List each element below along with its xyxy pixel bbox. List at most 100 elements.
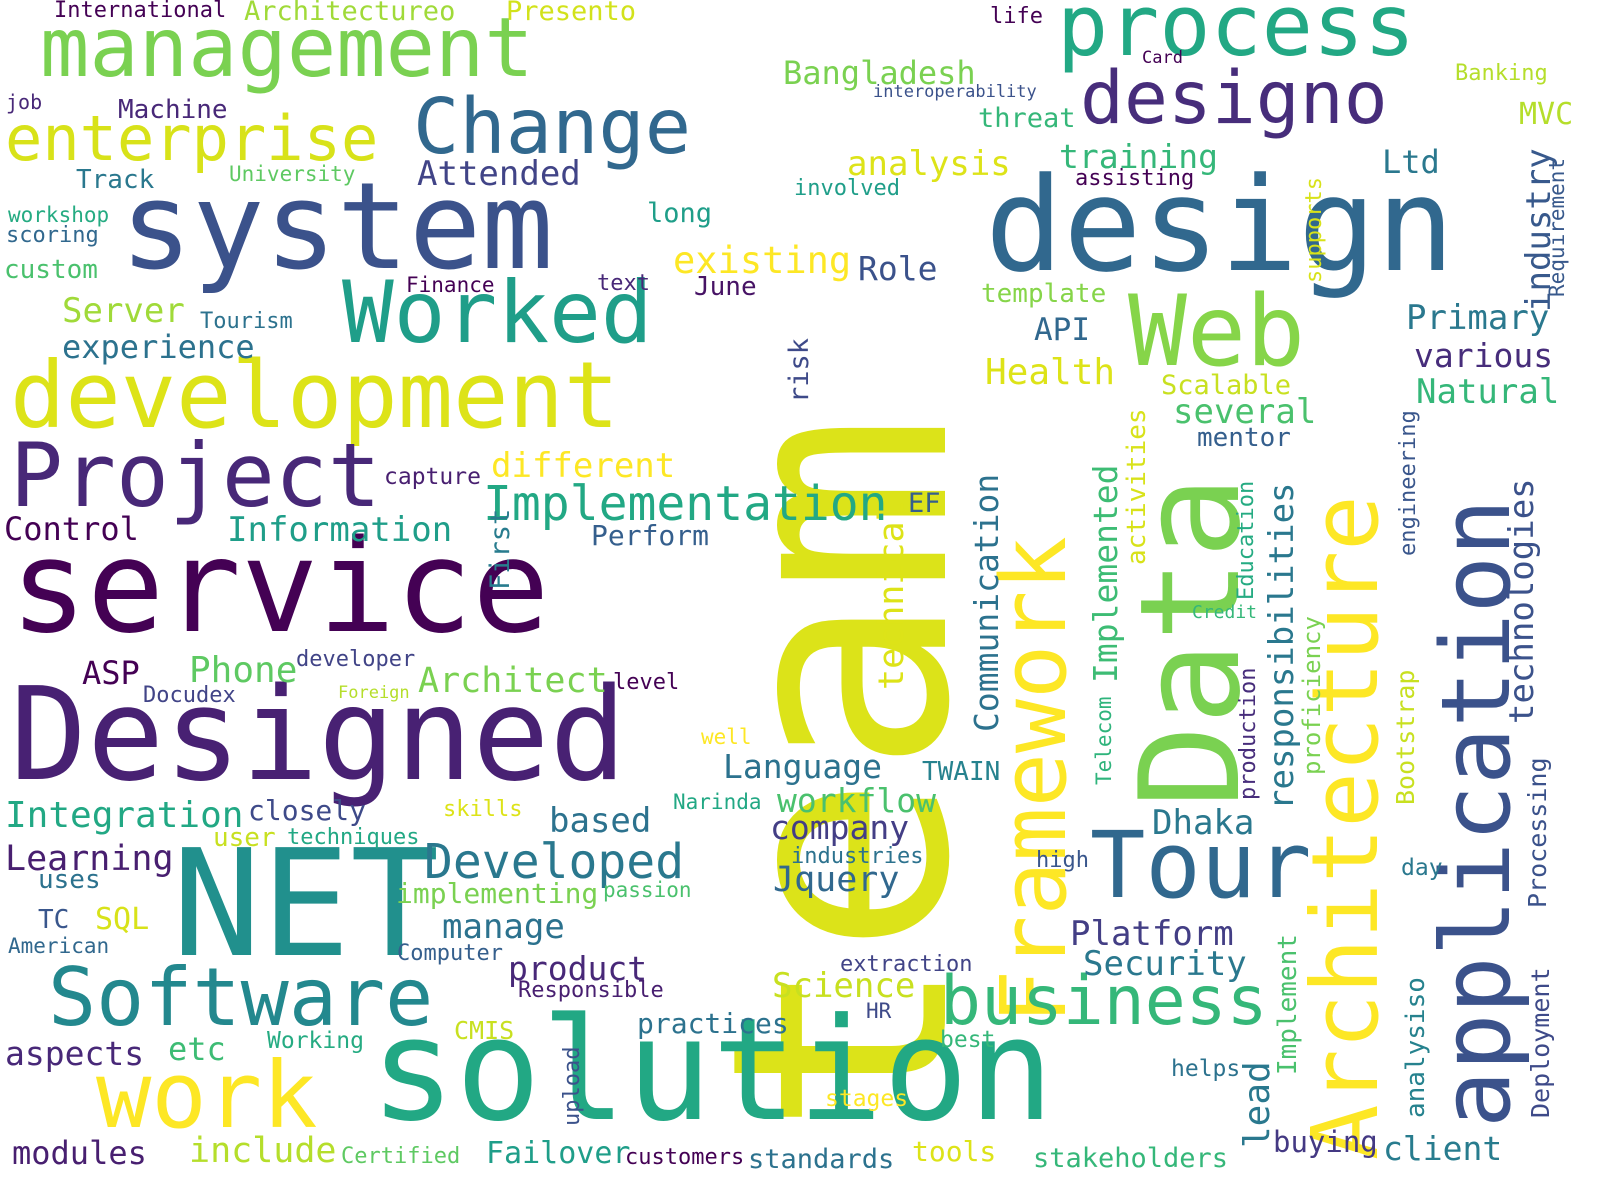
word-tc: TC xyxy=(38,905,70,935)
word-workshop: workshop xyxy=(8,203,110,227)
word-training: training xyxy=(1059,137,1218,176)
word-passion: passion xyxy=(603,878,692,902)
word-helps: helps xyxy=(1171,1056,1241,1082)
word-perform: Perform xyxy=(591,519,710,552)
word-client: client xyxy=(1383,1129,1503,1168)
word-science: Science xyxy=(772,966,916,1006)
word-presento: Presento xyxy=(506,0,637,27)
word-extraction: extraction xyxy=(840,952,973,977)
word-implemented: Implemented xyxy=(1086,464,1125,683)
word-integration: Integration xyxy=(5,795,244,836)
word-failover: Failover xyxy=(486,1136,631,1171)
word-involved: involved xyxy=(794,176,900,201)
word-track: Track xyxy=(76,165,155,195)
word-user: user xyxy=(213,823,276,853)
word-deployment: Deployment xyxy=(1526,967,1555,1118)
word-health: Health xyxy=(985,352,1116,393)
word-development: development xyxy=(10,342,620,449)
word-american: American xyxy=(8,934,110,958)
word-industries: industries xyxy=(791,844,924,869)
word-aspects: aspects xyxy=(5,1034,145,1073)
word-system: system xyxy=(120,158,554,297)
word-capture: capture xyxy=(384,464,481,490)
word-asp: ASP xyxy=(82,654,140,692)
word-phone: Phone xyxy=(189,650,298,691)
word-jquery: Jquery xyxy=(773,860,900,900)
word-twain: TWAIN xyxy=(922,757,1001,787)
word-designed: Designed xyxy=(10,661,627,810)
word-workflow: workflow xyxy=(777,781,936,820)
word-developer: developer xyxy=(296,647,416,672)
word-closely: closely xyxy=(248,794,367,827)
word-first: First xyxy=(485,508,516,590)
word-several: several xyxy=(1173,392,1317,432)
word-role: Role xyxy=(858,249,938,288)
word-sql: SQL xyxy=(95,902,150,937)
word-credit: Credit xyxy=(1192,602,1258,623)
word-telecom: Telecom xyxy=(1092,696,1116,785)
word-buying: buying xyxy=(1273,1125,1378,1159)
word-custom: custom xyxy=(4,255,98,285)
word-activities: activities xyxy=(1122,408,1152,565)
word-architecture: Architecture xyxy=(1292,495,1399,1160)
word-architect: Architect xyxy=(418,661,608,701)
word-international: International xyxy=(54,0,227,23)
word-scalable: Scalable xyxy=(1161,370,1292,401)
word-developed: Developed xyxy=(424,834,685,890)
word-card: Card xyxy=(1142,48,1183,68)
word-stakeholders: stakeholders xyxy=(1033,1143,1229,1174)
word-requirement: Requirement xyxy=(1545,157,1569,297)
word-narinda: Narinda xyxy=(673,790,762,814)
word-communication: Communication xyxy=(967,473,1006,732)
word-management: management xyxy=(40,1,534,96)
word-tools: tools xyxy=(912,1135,997,1168)
word-platform: Platform xyxy=(1070,914,1234,954)
word-scoring: scoring xyxy=(6,223,99,248)
word-business: business xyxy=(940,962,1268,1041)
word-enterprise: enterprise xyxy=(5,102,379,175)
word-ltd: Ltd xyxy=(1382,143,1440,181)
word-change: Change xyxy=(413,83,692,172)
word-engineering: engineering xyxy=(1396,410,1421,556)
word-product: product xyxy=(508,949,648,988)
word-control: Control xyxy=(4,510,139,548)
word-processing: Processing xyxy=(1523,757,1552,908)
word-dhaka: Dhaka xyxy=(1152,803,1255,843)
word-upload: upload xyxy=(560,1046,585,1126)
word-template: template xyxy=(981,279,1107,309)
word-long: long xyxy=(647,198,713,229)
word-certified: Certified xyxy=(341,1144,461,1169)
word-mentor: mentor xyxy=(1197,423,1291,453)
word-responsible: Responsible xyxy=(518,978,664,1003)
word-various: various xyxy=(1414,336,1554,375)
word-best: best xyxy=(940,1027,996,1053)
word-software: Software xyxy=(48,951,434,1044)
word-web: Web xyxy=(1128,275,1306,389)
word-text: text xyxy=(597,271,650,296)
word-high: high xyxy=(1036,848,1089,873)
word-technical: technical xyxy=(872,500,912,690)
word-docudex: Docudex xyxy=(143,683,236,708)
word-practices: practices xyxy=(637,1007,789,1040)
word-machine: Machine xyxy=(118,95,228,125)
word-stages: stages xyxy=(825,1086,909,1112)
word-experience: experience xyxy=(62,328,255,366)
word-job: job xyxy=(6,90,43,114)
word-different: different xyxy=(491,446,676,486)
word-implementing: implementing xyxy=(396,877,599,910)
word-design: design xyxy=(985,149,1455,301)
word-based: based xyxy=(549,801,652,841)
word-worked: Worked xyxy=(342,263,653,363)
word-security: Security xyxy=(1083,944,1247,984)
word-standards: standards xyxy=(748,1144,895,1175)
word-finance: Finance xyxy=(406,273,495,297)
word-attended: Attended xyxy=(417,154,581,194)
word-cmis: CMIS xyxy=(454,1016,515,1045)
word-customers: customers xyxy=(625,1145,745,1170)
word-working: Working xyxy=(267,1028,364,1054)
word-information: Information xyxy=(227,510,453,550)
word-etc: etc xyxy=(168,1030,226,1068)
word-learning: Learning xyxy=(5,839,174,879)
word-hr: HR xyxy=(866,999,892,1023)
